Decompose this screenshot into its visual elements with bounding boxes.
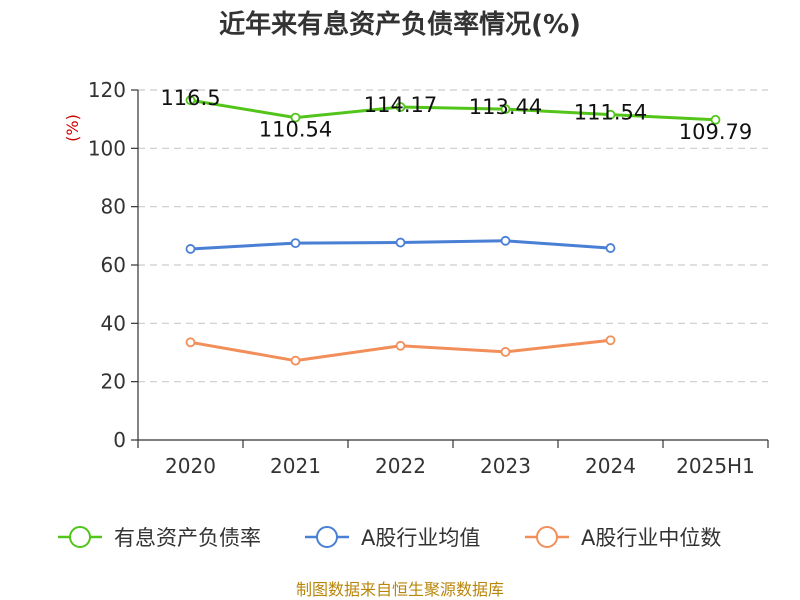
x-tick-label: 2020 — [165, 454, 216, 478]
data-point — [185, 244, 196, 254]
source-note: 制图数据来自恒生聚源数据库 — [296, 580, 504, 599]
data-point — [500, 235, 511, 246]
legend-marker — [536, 526, 558, 548]
data-label: 111.54 — [574, 101, 647, 125]
y-tick-label: 20 — [101, 370, 126, 394]
legend-label: A股行业中位数 — [581, 526, 721, 550]
data-point — [290, 355, 301, 366]
legend-label: A股行业均值 — [361, 526, 480, 550]
legend-label: 有息资产负债率 — [114, 526, 261, 550]
data-labels: 116.5 110.54 114.17 113.44 111.54 109.79 — [160, 86, 752, 144]
x-tick-label: 2024 — [585, 454, 636, 478]
y-tick-label: 40 — [101, 311, 126, 335]
data-point — [605, 243, 616, 253]
data-point — [500, 104, 511, 115]
data-point — [710, 114, 721, 125]
data-point — [395, 237, 406, 248]
legend-item-2[interactable]: A股行业中位数 — [525, 526, 721, 550]
data-point — [185, 337, 196, 348]
y-tick-label: 80 — [101, 195, 126, 219]
data-point — [185, 95, 196, 106]
data-point — [290, 112, 301, 123]
data-point — [290, 238, 301, 249]
legend[interactable]: 有息资产负债率 A股行业均值 A股行业中位数 — [58, 526, 721, 550]
data-label: 109.79 — [679, 120, 752, 144]
grid — [138, 89, 768, 383]
axes: 0 20 40 60 80 100 120 2020 2021 2022 2023 2024 2025H… — [88, 78, 769, 478]
legend-item-1[interactable]: A股行业均值 — [305, 526, 480, 550]
y-tick-label: 0 — [113, 428, 126, 452]
legend-item-0[interactable]: 有息资产负债率 — [58, 526, 261, 550]
x-tick-label: 2021 — [270, 454, 321, 478]
data-label: 110.54 — [259, 118, 332, 142]
data-point — [605, 109, 616, 120]
y-tick-label: 60 — [101, 253, 126, 277]
data-point — [395, 102, 406, 112]
x-tick-label: 2025H1 — [676, 454, 755, 478]
series-layer — [185, 95, 721, 366]
data-label: 114.17 — [364, 93, 437, 117]
x-tick-label: 2023 — [480, 454, 531, 478]
chart-title: 近年来有息资产负债率情况(%) — [219, 9, 581, 40]
data-label: 116.5 — [160, 86, 220, 110]
data-point — [395, 340, 406, 351]
y-tick-label: 100 — [88, 136, 126, 160]
data-point — [500, 347, 511, 357]
legend-marker — [69, 526, 91, 548]
data-label: 113.44 — [469, 95, 542, 119]
series-line-0 — [190, 98, 716, 122]
y-tick-label: 120 — [88, 78, 126, 102]
legend-marker — [316, 526, 338, 548]
y-axis-label: (%) — [63, 114, 82, 142]
data-point — [605, 335, 616, 346]
x-tick-label: 2022 — [375, 454, 426, 478]
